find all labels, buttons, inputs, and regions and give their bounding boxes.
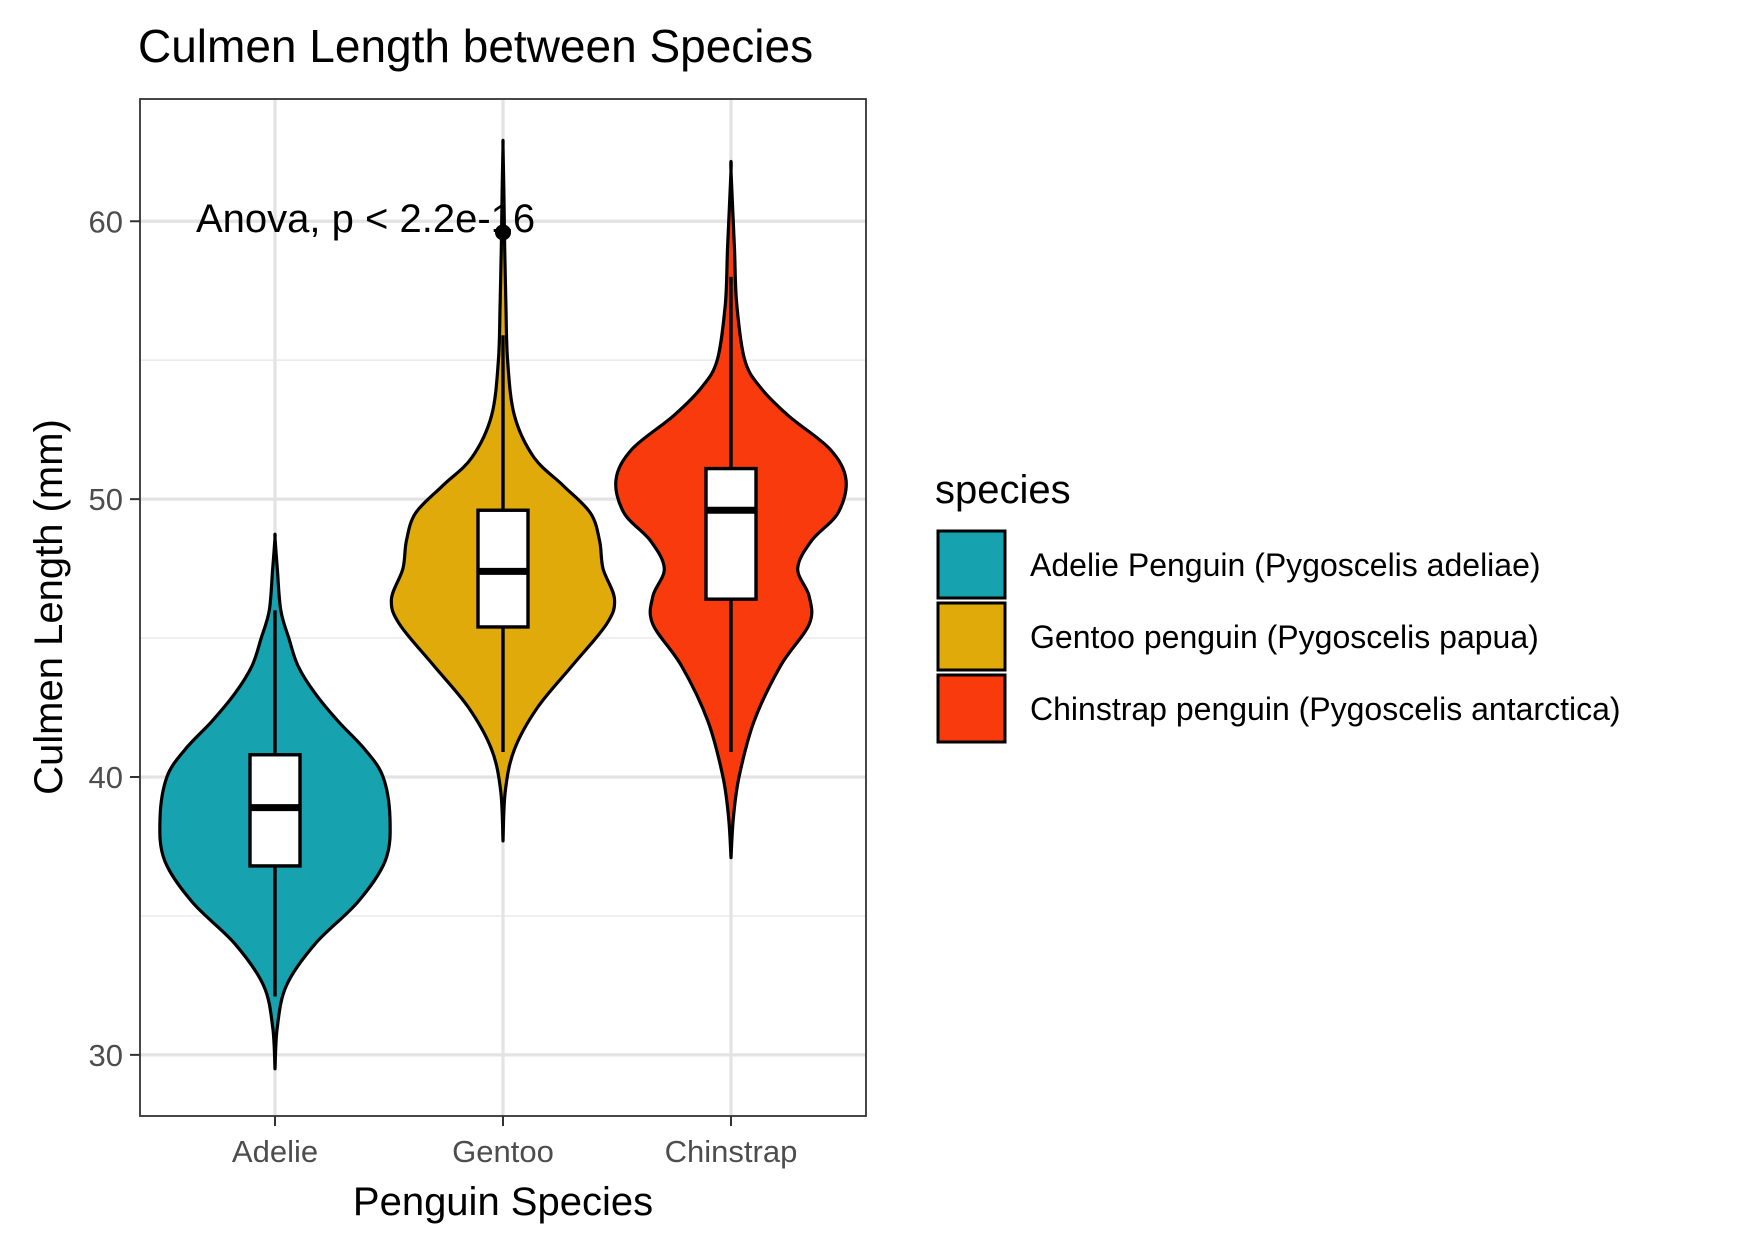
legend-label: Chinstrap penguin (Pygoscelis antarctica… [1030,691,1621,727]
x-tick-label: Gentoo [452,1134,554,1169]
legend: species Adelie Penguin (Pygoscelis adeli… [935,468,1621,744]
outlier-point-gentoo [495,224,511,241]
box-layer [248,224,758,997]
anova-annotation: Anova, p < 2.2e-16 [196,197,535,241]
legend-label: Adelie Penguin (Pygoscelis adeliae) [1030,547,1541,583]
legend-title: species [935,468,1071,512]
y-axis-title: Culmen Length (mm) [27,419,71,795]
legend-key-swatch [936,601,1007,672]
legend-label: Gentoo penguin (Pygoscelis papua) [1030,619,1539,655]
axis-layer: 30 40 50 60 Adelie Gentoo Chinstrap [89,204,798,1169]
y-tick-label: 40 [89,760,123,795]
box-chinstrap [704,466,758,601]
x-tick-label: Chinstrap [665,1134,798,1169]
chart-title: Culmen Length between Species [138,20,813,72]
y-tick-label: 50 [89,482,123,517]
legend-key-swatch [936,529,1007,600]
legend-key-swatch [936,673,1007,744]
y-tick-label: 60 [89,204,123,239]
x-tick-label: Adelie [232,1134,318,1169]
y-tick-label: 30 [89,1038,123,1073]
x-axis-title: Penguin Species [353,1180,653,1224]
